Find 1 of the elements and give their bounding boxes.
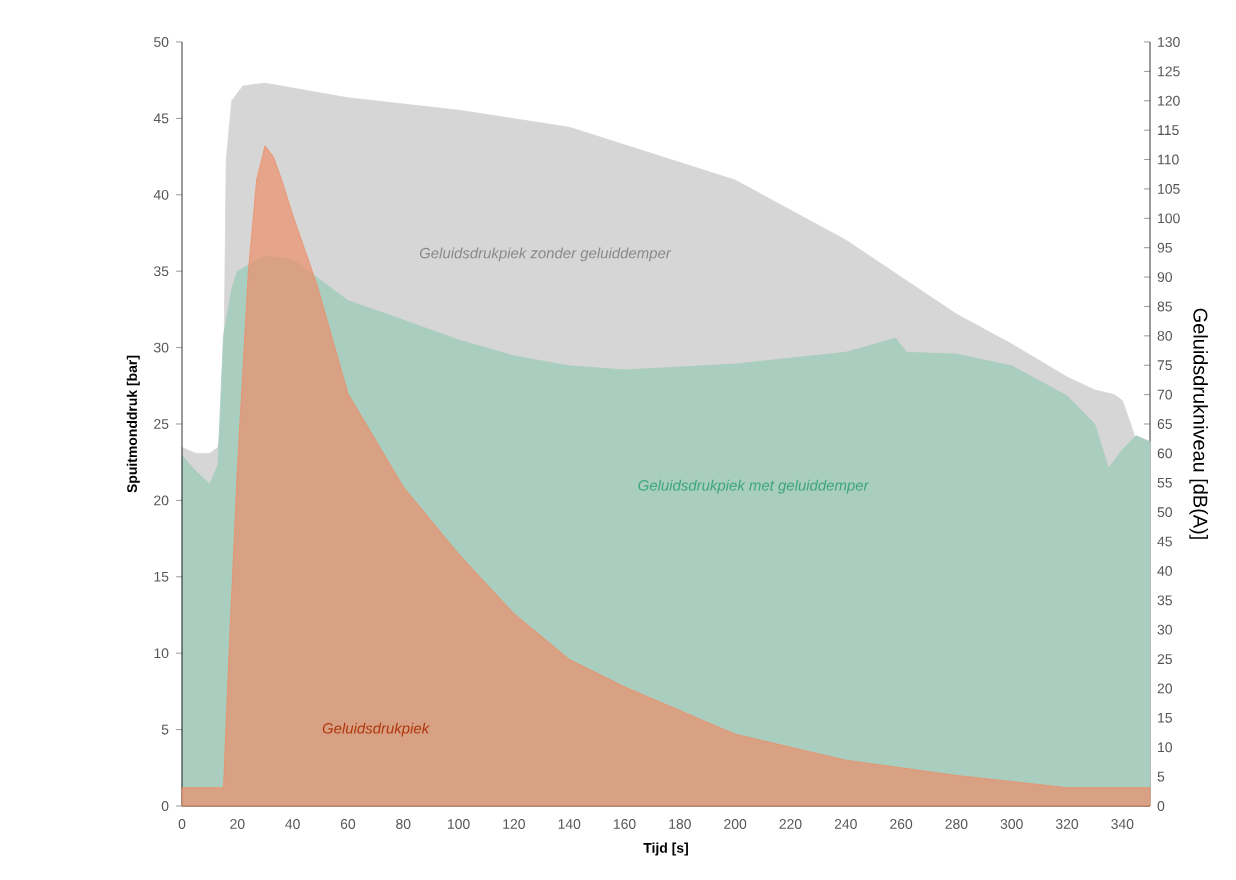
y2-axis-title: Geluidsdrukniveau [dB(A)] [1189,308,1208,539]
